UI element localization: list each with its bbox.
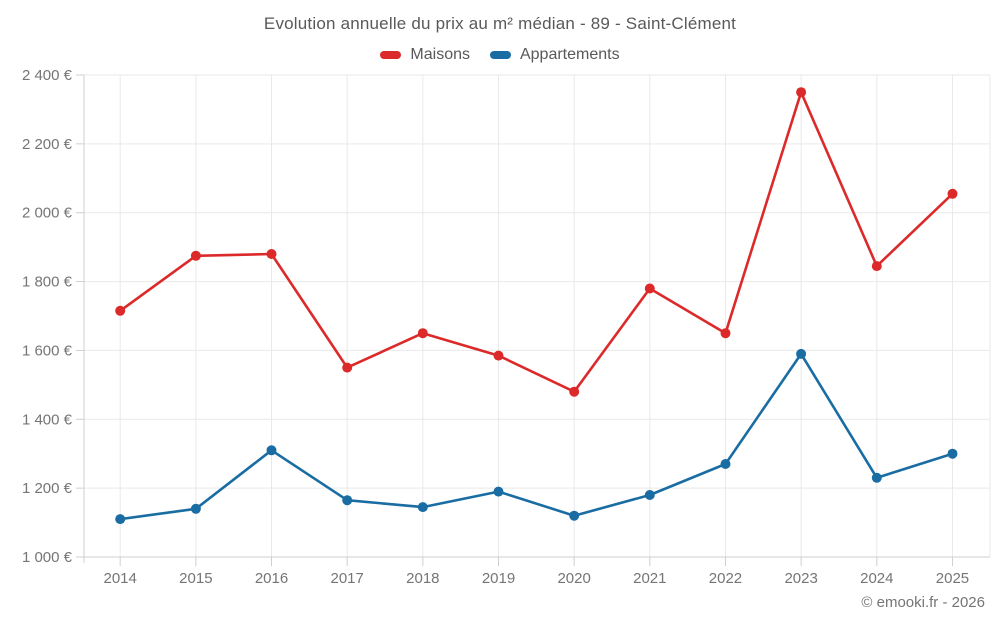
appartements-point-2025 [947,448,958,459]
maisons-point-2020 [569,386,580,397]
svg-text:1 000 €: 1 000 € [22,549,73,566]
appartements-point-2017 [342,495,353,506]
svg-text:2023: 2023 [784,570,817,587]
series-maisons [115,87,958,397]
series-appartements [115,348,958,525]
svg-text:2 000 €: 2 000 € [22,205,73,222]
legend-label: Appartements [519,46,620,63]
appartements-point-2016 [266,445,277,456]
maisons-point-2022 [720,328,731,339]
maisons-point-2024 [871,261,882,272]
svg-text:2016: 2016 [255,570,288,587]
footer-credit: © emooki.fr - 2026 [861,594,985,611]
svg-text:1 200 €: 1 200 € [22,480,73,497]
appartements-point-2020 [569,510,580,521]
maisons-point-2018 [417,328,428,339]
appartements-point-2018 [417,502,428,513]
chart-legend: Maisons Appartements [0,46,1000,64]
svg-text:2022: 2022 [709,570,742,587]
appartements-point-2023 [796,348,807,359]
appartements-point-2015 [190,503,201,514]
svg-text:2018: 2018 [406,570,439,587]
legend-swatch-maisons [380,51,402,59]
svg-text:2014: 2014 [104,570,137,587]
legend-swatch-appartements [489,51,511,59]
appartements-line [120,352,953,521]
maisons-line [119,90,954,394]
x-axis-labels: 2014 2015 2016 2017 2018 2019 2020 2021 2022 2023… [104,570,970,587]
maisons-point-2015 [190,250,201,261]
appartements-point-2014 [115,514,126,525]
svg-text:2 400 €: 2 400 € [22,67,73,84]
maisons-point-2016 [266,249,277,259]
svg-text:2021: 2021 [633,570,666,587]
svg-text:2015: 2015 [179,570,212,587]
svg-text:2024: 2024 [860,570,893,587]
maisons-point-2019 [493,350,504,361]
gridlines [84,74,991,558]
legend-label: Maisons [410,46,470,63]
appartements-point-2024 [871,472,882,483]
maisons-point-2014 [115,305,126,316]
axis-ticks [76,74,990,566]
maisons-point-2017 [342,362,353,373]
svg-text:2025: 2025 [936,570,969,587]
legend-item-maisons[interactable]: Maisons [380,46,470,64]
appartements-point-2021 [644,490,655,500]
maisons-point-2025 [947,188,958,199]
maisons-point-2023 [796,87,807,98]
chart-title: Evolution annuelle du prix au m² médian … [263,14,737,33]
maisons-point-2021 [644,283,655,294]
legend-item-appartements[interactable]: Appartements [489,46,620,64]
svg-text:1 800 €: 1 800 € [22,274,73,291]
y-axis-labels: 1 000 € 1 200 € 1 400 € 1 600 € 1 800 € 2 000… [22,67,73,566]
svg-text:2017: 2017 [330,570,363,587]
svg-text:1 600 €: 1 600 € [22,342,73,359]
appartements-point-2022 [720,459,731,469]
svg-text:1 400 €: 1 400 € [22,411,73,428]
appartements-point-2019 [493,486,504,497]
svg-text:2019: 2019 [482,570,515,587]
svg-text:2020: 2020 [557,570,590,587]
svg-text:2 200 €: 2 200 € [22,136,73,153]
